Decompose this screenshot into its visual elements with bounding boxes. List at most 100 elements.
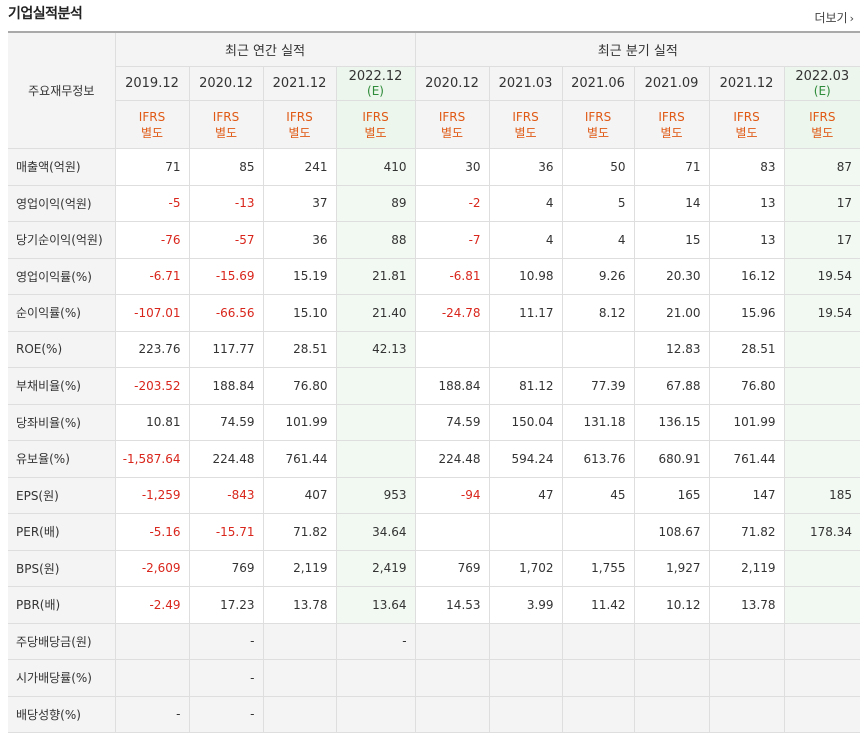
table-cell: 13.64: [335, 586, 416, 624]
table-cell: 9.26: [561, 257, 635, 295]
table-cell: [561, 513, 635, 551]
ifrs-label: IFRS: [212, 109, 240, 124]
table-cell: [335, 440, 416, 478]
table-cell: 21.00: [633, 294, 710, 332]
table-cell: 17: [783, 221, 861, 259]
table-row: 매출액(억원) 71 85 241 410 30 36 50 71 83 87: [8, 148, 861, 186]
table-cell: -66.56: [188, 294, 264, 332]
table-cell: 1,755: [561, 549, 635, 587]
table-row: BPS(원) -2,609 769 2,119 2,419 769 1,702 1,755 1,…: [8, 549, 861, 587]
table-cell: 3.99: [488, 586, 563, 624]
table-cell: 15: [633, 221, 710, 259]
table-cell: [262, 659, 337, 697]
table-cell: 74.59: [414, 403, 490, 441]
row-label: 당좌비율(%): [8, 403, 116, 441]
table-cell: 13: [708, 221, 785, 259]
table-cell: -107.01: [114, 294, 190, 332]
table-row: ROE(%) 223.76 117.77 28.51 42.13 12.83 28.51: [8, 330, 861, 368]
table-cell: -203.52: [114, 367, 190, 405]
table-cell: -2: [414, 184, 490, 222]
row-label: PER(배): [8, 513, 116, 551]
row-label: 매출액(억원): [8, 148, 116, 186]
period-header: 2021.09: [633, 66, 710, 101]
more-label[interactable]: 더보기: [814, 11, 848, 25]
table-cell: [414, 695, 490, 733]
table-cell: 16.12: [708, 257, 785, 295]
table-cell: -2,609: [114, 549, 190, 587]
table-cell: -57: [188, 221, 264, 259]
table-cell: [708, 622, 785, 660]
more-link[interactable]: 더보기 ›: [814, 9, 854, 26]
ifrs-label: IFRS: [286, 109, 313, 124]
table-cell: [488, 513, 563, 551]
ifrs-type-label: 별도: [288, 125, 311, 140]
table-cell: -7: [414, 221, 490, 259]
table-cell: -: [114, 695, 190, 733]
period-header: 2022.03 (E): [783, 66, 861, 101]
period-date: 2021.12: [272, 76, 327, 91]
table-cell: -: [335, 622, 416, 660]
chevron-right-icon[interactable]: ›: [849, 12, 854, 25]
ifrs-badge: IFRS 별도: [262, 100, 337, 149]
table-cell: -24.78: [414, 294, 490, 332]
ifrs-label: IFRS: [658, 109, 685, 124]
table-cell: 14.53: [414, 586, 490, 624]
table-cell: 108.67: [633, 513, 710, 551]
table-cell: -1,587.64: [114, 440, 190, 478]
table-cell: 136.15: [633, 403, 710, 441]
table-cell: -1,259: [114, 476, 190, 514]
table-cell: 761.44: [262, 440, 337, 478]
table-cell: [633, 659, 710, 697]
table-cell: 769: [414, 549, 490, 587]
ifrs-badge: IFRS 별도: [708, 100, 785, 149]
table-cell: 4: [488, 184, 563, 222]
table-cell: 83: [708, 148, 785, 186]
table-cell: 15.19: [262, 257, 337, 295]
table-cell: 1,927: [633, 549, 710, 587]
table-row: PBR(배) -2.49 17.23 13.78 13.64 14.53 3.99 11.42…: [8, 586, 861, 624]
row-label: 순이익률(%): [8, 294, 116, 332]
table-cell: 17: [783, 184, 861, 222]
table-cell: 4: [488, 221, 563, 259]
period-header: 2020.12: [188, 66, 264, 101]
table-cell: 20.30: [633, 257, 710, 295]
ifrs-badge: IFRS 별도: [561, 100, 635, 149]
table-cell: [335, 367, 416, 405]
table-cell: [488, 659, 563, 697]
table-cell: 1,702: [488, 549, 563, 587]
table-cell: 8.12: [561, 294, 635, 332]
ifrs-type-label: 별도: [514, 125, 537, 140]
period-header: 2020.12: [414, 66, 490, 101]
table-cell: 224.48: [414, 440, 490, 478]
table-cell: [633, 695, 710, 733]
table-cell: 131.18: [561, 403, 635, 441]
period-header: 2021.06: [561, 66, 635, 101]
table-cell: 5: [561, 184, 635, 222]
table-cell: 223.76: [114, 330, 190, 368]
table-cell: 410: [335, 148, 416, 186]
table-row: 당좌비율(%) 10.81 74.59 101.99 74.59 150.04 131.18…: [8, 403, 861, 441]
table-cell: [783, 440, 861, 478]
table-cell: [561, 622, 635, 660]
table-cell: 101.99: [262, 403, 337, 441]
table-cell: 15.96: [708, 294, 785, 332]
table-cell: [414, 659, 490, 697]
table-cell: -15.69: [188, 257, 264, 295]
table-cell: [708, 695, 785, 733]
ifrs-badge: IFRS 별도: [414, 100, 490, 149]
table-row: 부채비율(%) -203.52 188.84 76.80 188.84 81.12 77.3…: [8, 367, 861, 405]
table-cell: 21.40: [335, 294, 416, 332]
table-cell: 67.88: [633, 367, 710, 405]
table-cell: 37: [262, 184, 337, 222]
table-row: PER(배) -5.16 -15.71 71.82 34.64 108.67 71.82 17…: [8, 513, 861, 551]
group-annual-header: 최근 연간 실적: [114, 31, 416, 67]
period-date: 2021.12: [719, 76, 774, 91]
period-date: 2020.12: [425, 76, 479, 91]
table-cell: 2,119: [708, 549, 785, 587]
period-date: 2022.03: [795, 68, 850, 84]
row-label: 주당배당금(원): [8, 622, 116, 660]
table-cell: 407: [262, 476, 337, 514]
row-label: 배당성향(%): [8, 695, 116, 733]
table-cell: 117.77: [188, 330, 264, 368]
